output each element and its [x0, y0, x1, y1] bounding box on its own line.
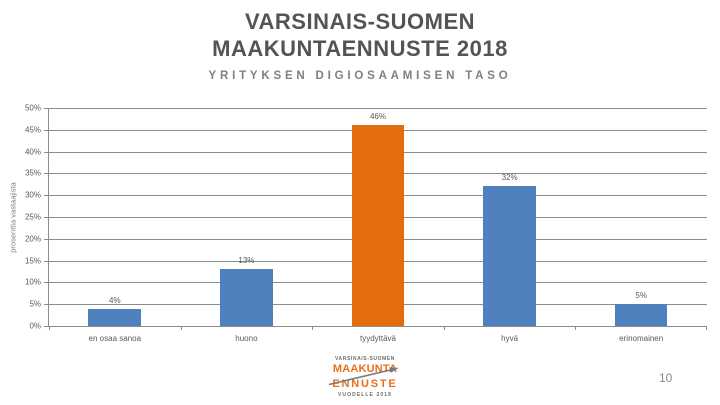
- title-line-2: MAAKUNTAENNUSTE 2018: [212, 36, 508, 61]
- value-label: 5%: [635, 291, 647, 301]
- y-axis-tick-label: 25%: [24, 212, 41, 222]
- logo-maakunta-text: MAAKUNTA: [332, 363, 398, 375]
- bar-erinomainen: [614, 304, 668, 326]
- category-slot-tyydyttava: 46% tyydyttävä: [312, 108, 444, 343]
- x-axis-tick: [49, 326, 50, 330]
- y-axis-tick: [44, 129, 49, 131]
- y-axis-tick: [44, 217, 49, 218]
- y-axis-title: prosenttia vastaajista: [2, 108, 24, 326]
- y-axis-tick: [44, 195, 49, 197]
- category-slot-huono: 13% huono: [181, 108, 313, 343]
- y-axis-tick: [44, 282, 49, 284]
- logo-region-text: VARSINAIS-SUOMEN: [334, 356, 396, 362]
- y-axis-tick: [44, 326, 49, 327]
- y-axis-tick: [44, 238, 49, 240]
- x-axis-tick: [706, 326, 707, 330]
- y-axis-tick: [44, 260, 49, 262]
- slide-title: VARSINAIS-SUOMEN MAAKUNTAENNUSTE 2018: [0, 8, 720, 62]
- page-number: 10: [659, 371, 673, 385]
- y-axis-title-text: prosenttia vastaajista: [8, 181, 18, 253]
- logo-year-text: VUODELLE 2018: [337, 392, 393, 398]
- bar-huono: [220, 269, 273, 326]
- y-axis-tick-label: 30%: [24, 190, 41, 200]
- bar-en-osaa-sanoa: [88, 308, 142, 326]
- value-label: 46%: [369, 112, 386, 122]
- y-axis-tick-label: 15%: [24, 256, 41, 266]
- slide-subtitle: YRITYKSEN DIGIOSAAMISEN TASO: [208, 70, 512, 82]
- plot-area: 0% 5% 10% 15% 20% 25% 30% 35% 40% 45% 50% 4% en osaa…: [25, 104, 707, 343]
- bar-tyydyttava: [351, 125, 405, 326]
- category-label: tyydyttävä: [359, 334, 396, 343]
- maakuntaennuste-logo: VARSINAIS-SUOMEN MAAKUNTA ENNUSTE VUODEL…: [327, 356, 403, 398]
- gridline: [49, 108, 707, 109]
- category-slot-en-osaa-sanoa: 4% en osaa sanoa: [49, 108, 181, 343]
- x-axis-tick: [575, 326, 577, 330]
- y-axis-tick-label: 35%: [24, 168, 41, 178]
- x-axis-tick: [180, 326, 182, 330]
- y-axis-tick-label: 10%: [24, 277, 41, 287]
- category-slot-hyva: 32% hyvä: [444, 108, 576, 343]
- category-label: huono: [235, 334, 258, 343]
- value-label: 4%: [109, 295, 121, 305]
- y-axis-tick-label: 45%: [24, 125, 41, 135]
- bar-hyva: [483, 186, 536, 326]
- y-axis-tick: [44, 304, 49, 306]
- category-label: erinomainen: [619, 334, 664, 343]
- logo-ennuste-text: ENNUSTE: [332, 378, 398, 390]
- y-axis-tick: [44, 108, 49, 109]
- category-label: en osaa sanoa: [88, 334, 142, 343]
- category-label: hyvä: [501, 334, 519, 343]
- y-axis-tick: [44, 173, 49, 175]
- x-axis-tick: [312, 326, 314, 330]
- y-axis-tick-label: 50%: [24, 103, 41, 113]
- y-axis-tick-label: 0%: [29, 321, 41, 331]
- value-label: 32%: [501, 173, 518, 183]
- category-slot-erinomainen: 5% erinomainen: [575, 108, 707, 343]
- y-axis-tick-label: 5%: [29, 299, 41, 309]
- y-axis-tick-label: 20%: [24, 234, 41, 244]
- y-axis-tick-label: 40%: [24, 147, 41, 157]
- value-label: 13%: [238, 256, 255, 266]
- y-axis-tick: [44, 151, 49, 153]
- x-axis-tick: [443, 326, 445, 330]
- title-line-1: VARSINAIS-SUOMEN: [244, 9, 476, 34]
